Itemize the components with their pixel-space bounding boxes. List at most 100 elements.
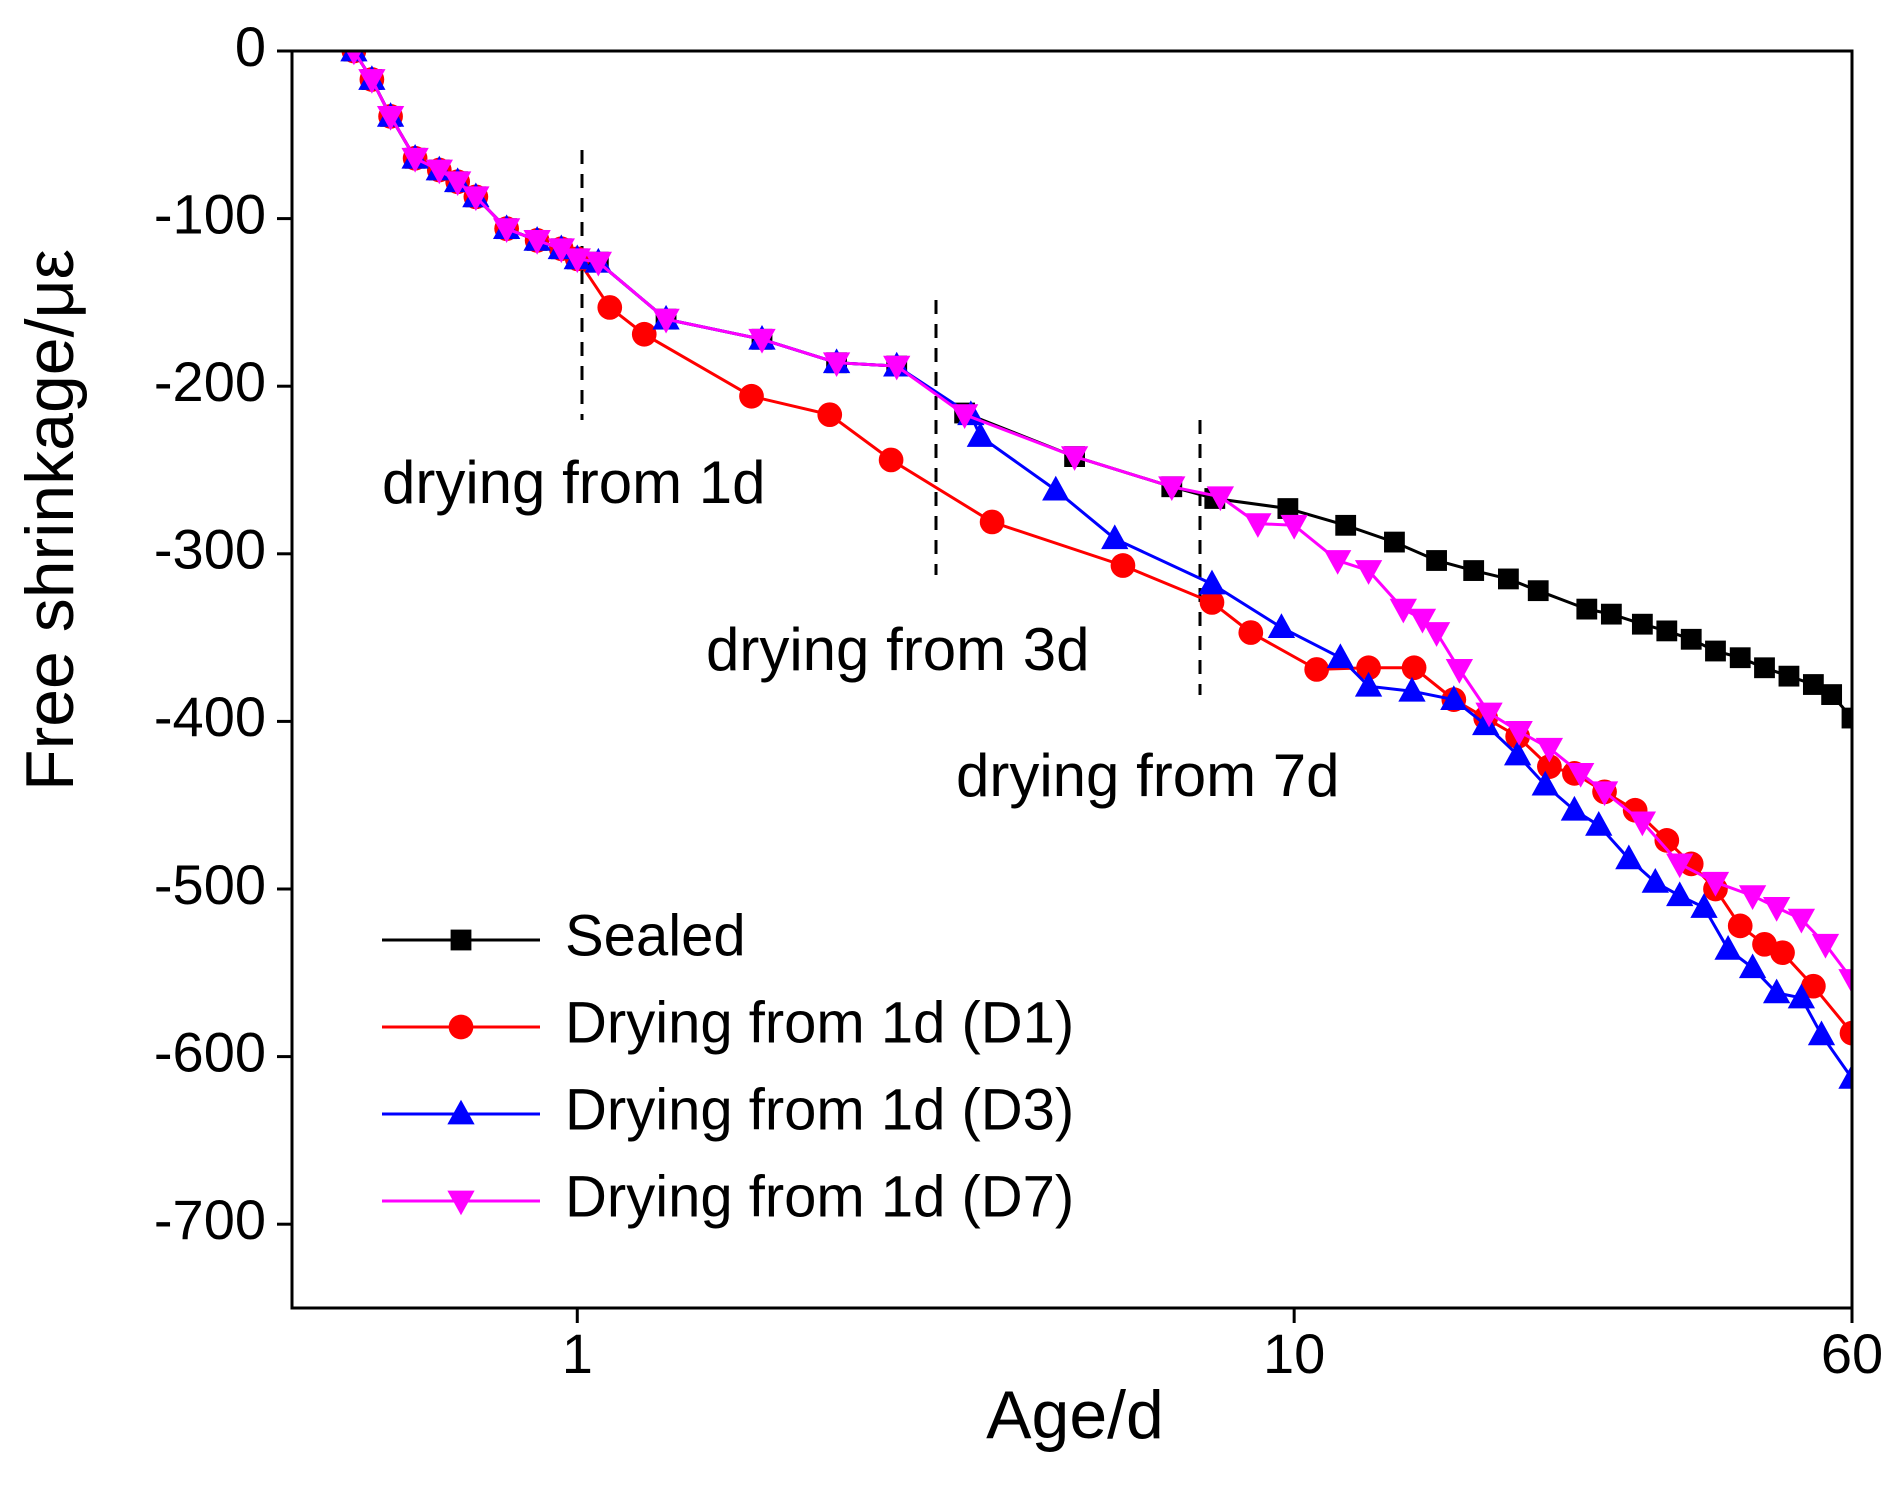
data-point xyxy=(1738,953,1767,979)
data-point xyxy=(597,295,623,320)
data-point xyxy=(1531,770,1559,796)
data-point xyxy=(1335,514,1357,536)
data-point xyxy=(1729,647,1751,669)
data-point xyxy=(1463,560,1485,581)
data-point xyxy=(1158,476,1186,502)
data-point xyxy=(1714,935,1742,960)
data-point xyxy=(1838,969,1852,994)
data-point xyxy=(1839,1020,1852,1046)
data-point xyxy=(1398,676,1426,702)
data-point xyxy=(401,147,429,173)
data-point xyxy=(1505,721,1533,746)
data-point xyxy=(1497,568,1519,590)
data-point xyxy=(817,402,843,428)
data-point xyxy=(584,251,612,277)
data-point xyxy=(1384,531,1405,553)
data-point xyxy=(878,447,904,473)
data-point xyxy=(1304,657,1330,682)
y-tick-label: -100 xyxy=(154,182,266,245)
data-point xyxy=(652,308,680,334)
y-tick-label: -500 xyxy=(154,853,266,916)
data-point xyxy=(1199,590,1225,615)
data-point xyxy=(1560,795,1589,821)
data-point xyxy=(1680,628,1702,650)
data-point xyxy=(376,105,405,131)
x-axis-title: Age/d xyxy=(986,1377,1164,1453)
data-point xyxy=(1654,828,1680,853)
x-tick-label: 60 xyxy=(1821,1322,1883,1385)
data-point xyxy=(1754,657,1775,679)
data-point xyxy=(1778,665,1800,687)
data-point xyxy=(631,321,657,347)
data-point xyxy=(1042,475,1070,501)
data-point xyxy=(1802,674,1824,695)
y-tick-label: -700 xyxy=(154,1188,266,1251)
data-point xyxy=(1841,707,1852,729)
data-point xyxy=(1631,613,1653,635)
data-point xyxy=(1238,620,1264,645)
x-tick-label: 10 xyxy=(1263,1322,1325,1385)
data-point xyxy=(966,422,995,447)
x-tick-label: 1 xyxy=(562,1322,593,1385)
y-tick-label: -200 xyxy=(154,350,266,413)
data-point xyxy=(1535,737,1564,763)
annotation: drying from 1d xyxy=(382,449,766,516)
legend-marker xyxy=(448,1014,474,1040)
data-point xyxy=(1356,655,1381,681)
data-point xyxy=(1666,853,1694,879)
data-point xyxy=(1576,598,1598,620)
annotation: drying from 7d xyxy=(956,742,1340,809)
data-point xyxy=(1440,685,1468,711)
data-point xyxy=(822,352,851,378)
legend-marker xyxy=(450,929,472,951)
data-point xyxy=(1206,486,1235,512)
data-point xyxy=(425,159,453,185)
data-point xyxy=(523,229,551,255)
data-point xyxy=(1426,550,1447,571)
data-point xyxy=(1762,897,1791,922)
data-point xyxy=(1354,560,1383,585)
data-point xyxy=(563,248,591,274)
data-point xyxy=(444,171,472,197)
data-point xyxy=(1326,643,1355,669)
data-point xyxy=(1807,1020,1836,1046)
data-point xyxy=(1811,933,1840,959)
data-point xyxy=(1110,553,1136,578)
data-point xyxy=(979,509,1005,535)
data-point xyxy=(748,328,776,354)
data-point xyxy=(1727,913,1753,939)
data-point xyxy=(1615,844,1643,870)
data-point xyxy=(883,355,911,381)
data-point xyxy=(1628,811,1657,837)
data-point xyxy=(1705,640,1726,662)
y-tick-label: -600 xyxy=(154,1020,266,1083)
data-point xyxy=(1821,684,1843,705)
data-point xyxy=(462,186,490,212)
data-point xyxy=(1762,978,1791,1004)
data-point xyxy=(1389,598,1417,624)
data-point xyxy=(1537,754,1562,780)
legend-label: Sealed xyxy=(565,903,746,968)
data-point xyxy=(1277,498,1299,519)
legend-label: Drying from 1d (D7) xyxy=(565,1164,1074,1229)
data-point xyxy=(1656,620,1678,642)
data-point xyxy=(739,383,764,409)
legend-label: Drying from 1d (D1) xyxy=(565,990,1074,1055)
data-point xyxy=(346,51,362,66)
data-point xyxy=(1198,569,1226,595)
data-point xyxy=(1503,740,1532,766)
data-point xyxy=(1701,871,1730,897)
data-point xyxy=(1801,973,1826,999)
series xyxy=(346,51,1852,994)
data-point xyxy=(1422,622,1451,647)
legend-marker xyxy=(447,1190,475,1216)
data-point xyxy=(1690,893,1718,918)
data-point xyxy=(1641,867,1669,893)
data-point xyxy=(1472,710,1500,736)
data-point xyxy=(1445,659,1474,684)
y-tick-label: -400 xyxy=(154,685,266,748)
data-point xyxy=(1527,580,1549,602)
